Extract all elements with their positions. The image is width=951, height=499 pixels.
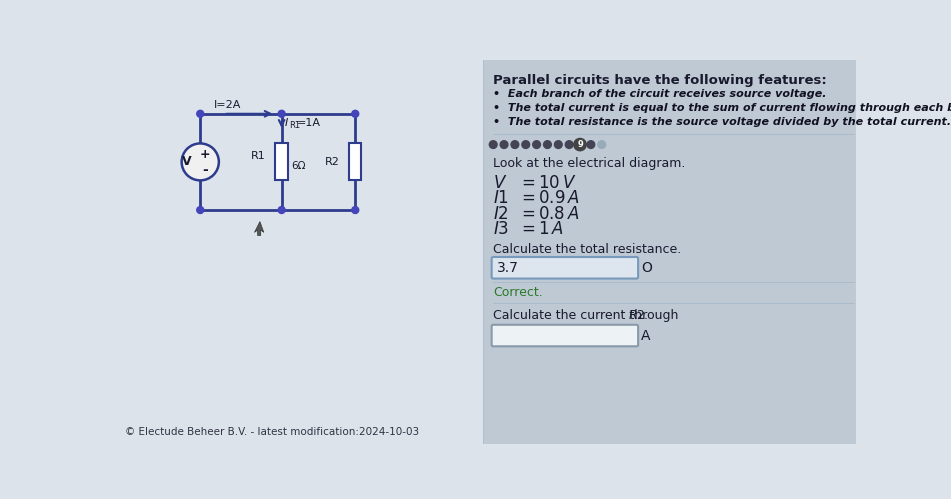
Text: A: A: [641, 328, 650, 342]
Circle shape: [544, 141, 552, 148]
Text: $V$: $V$: [494, 174, 508, 192]
Text: $= 0.8\,A$: $= 0.8\,A$: [518, 205, 579, 223]
Bar: [276, 143, 288, 180]
Text: Look at the electrical diagram.: Look at the electrical diagram.: [494, 157, 686, 170]
Circle shape: [278, 207, 285, 214]
Circle shape: [533, 141, 540, 148]
Text: =1A: =1A: [297, 118, 321, 128]
Text: $= 10\,V$: $= 10\,V$: [518, 174, 576, 192]
Text: R1: R1: [289, 121, 301, 130]
Polygon shape: [255, 222, 263, 236]
Text: I: I: [284, 118, 288, 128]
Circle shape: [278, 110, 285, 117]
Text: © Electude Beheer B.V. - latest modification:2024-10-03: © Electude Beheer B.V. - latest modifica…: [126, 427, 419, 437]
Text: .: .: [644, 309, 648, 322]
Circle shape: [182, 143, 219, 180]
Text: $R2$: $R2$: [628, 309, 646, 322]
Circle shape: [352, 207, 359, 214]
Text: -: -: [202, 163, 207, 177]
Text: Calculate the total resistance.: Calculate the total resistance.: [494, 243, 682, 256]
Text: Calculate the current through: Calculate the current through: [494, 309, 683, 322]
Circle shape: [554, 141, 562, 148]
Text: •  The total current is equal to the sum of current flowing through each b: • The total current is equal to the sum …: [494, 103, 951, 113]
Circle shape: [500, 141, 508, 148]
Text: •  Each branch of the circuit receives source voltage.: • Each branch of the circuit receives so…: [494, 89, 826, 99]
Circle shape: [522, 141, 530, 148]
Circle shape: [573, 138, 586, 151]
Text: •  The total resistance is the source voltage divided by the total current.: • The total resistance is the source vol…: [494, 117, 951, 127]
Text: $I3$: $I3$: [494, 220, 510, 238]
Text: Parallel circuits have the following features:: Parallel circuits have the following fea…: [494, 74, 827, 87]
Circle shape: [352, 110, 359, 117]
Text: +: +: [200, 148, 210, 161]
Circle shape: [598, 141, 606, 148]
FancyBboxPatch shape: [492, 257, 638, 278]
Text: 9: 9: [577, 140, 583, 149]
Text: V: V: [182, 155, 191, 168]
Circle shape: [511, 141, 519, 148]
Bar: [349, 143, 361, 180]
Text: $I2$: $I2$: [494, 205, 509, 223]
Circle shape: [587, 141, 594, 148]
Text: $I1$: $I1$: [494, 189, 509, 207]
Text: $= 0.9\,A$: $= 0.9\,A$: [518, 189, 580, 207]
Text: R1: R1: [251, 151, 266, 161]
Text: I=2A: I=2A: [214, 99, 242, 110]
Text: $= 1\,A$: $= 1\,A$: [518, 220, 564, 238]
Text: R2: R2: [325, 157, 340, 167]
Circle shape: [565, 141, 573, 148]
FancyBboxPatch shape: [492, 325, 638, 346]
Circle shape: [197, 207, 204, 214]
Circle shape: [490, 141, 497, 148]
Bar: [119, 60, 483, 444]
Text: 6Ω: 6Ω: [291, 161, 305, 171]
Text: Correct.: Correct.: [494, 286, 543, 299]
Text: 3.7: 3.7: [497, 261, 519, 275]
Text: O: O: [641, 261, 652, 275]
Circle shape: [197, 110, 204, 117]
Bar: [483, 60, 856, 444]
